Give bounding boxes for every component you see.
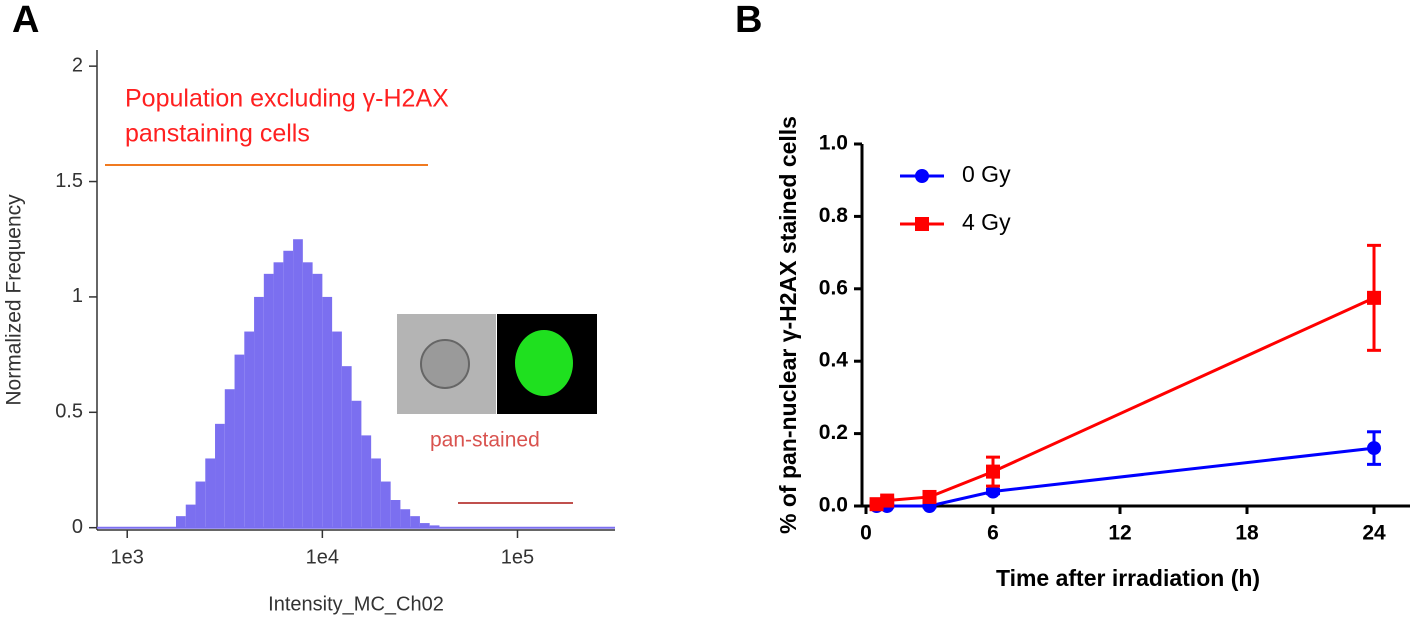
x-tick-label: 0 bbox=[860, 522, 872, 545]
bar bbox=[351, 400, 362, 528]
panel-label: B bbox=[735, 0, 762, 41]
chart: 0.0 0.2 0.4 0.6 0.8 1.0 0 6 12 18 24 Time after irr… bbox=[775, 116, 1410, 591]
marker bbox=[1367, 441, 1382, 456]
bar bbox=[400, 509, 411, 528]
bar bbox=[293, 239, 303, 528]
bar bbox=[341, 366, 352, 528]
x-tick-label: 1e3 bbox=[111, 546, 144, 568]
marker bbox=[986, 484, 1001, 499]
series-line bbox=[876, 296, 1375, 506]
annotation: panstaining cells bbox=[125, 120, 310, 148]
chart: 0 0.5 1 1.5 2 1e3 1e4 1e5 Intensity_MC_Ch02 Norma… bbox=[3, 50, 615, 615]
y-axis-label: Normalized Frequency bbox=[3, 194, 26, 406]
marker bbox=[1367, 290, 1382, 305]
bar bbox=[224, 389, 235, 528]
bar bbox=[175, 516, 186, 528]
y-tick-label: 0.4 bbox=[819, 349, 849, 372]
annotation: pan-stained bbox=[430, 429, 540, 452]
bar bbox=[234, 354, 245, 528]
y-tick-label: 0.0 bbox=[819, 494, 848, 517]
series-line bbox=[876, 446, 1375, 508]
bar bbox=[312, 273, 323, 528]
cell bbox=[515, 330, 573, 396]
bar bbox=[185, 504, 196, 528]
y-tick-label: 1 bbox=[72, 285, 83, 307]
y-tick-label: 0.2 bbox=[819, 421, 848, 444]
y-tick-label: 0 bbox=[72, 516, 83, 538]
x-tick-label: 24 bbox=[1362, 522, 1386, 545]
bar bbox=[322, 296, 333, 528]
x-tick-label: 1e5 bbox=[501, 546, 534, 568]
x-tick-label: 18 bbox=[1235, 522, 1259, 545]
y-tick-label: 0.5 bbox=[55, 401, 83, 423]
y-tick-label: 2 bbox=[72, 54, 83, 76]
bar bbox=[390, 500, 401, 528]
bar bbox=[215, 423, 225, 528]
marker bbox=[986, 464, 1001, 479]
x-axis-label: Time after irradiation (h) bbox=[996, 565, 1260, 591]
panel-label: A bbox=[12, 0, 39, 41]
bar bbox=[429, 525, 440, 528]
y-axis-label: % of pan-nuclear γ-H2AX stained cells bbox=[775, 116, 801, 534]
legend-marker bbox=[915, 217, 929, 231]
bar bbox=[195, 481, 206, 528]
bar bbox=[205, 458, 216, 528]
x-tick-label: 6 bbox=[987, 522, 999, 545]
annotation: Population excluding γ-H2AX bbox=[125, 85, 449, 113]
legend-entry: 4 Gy bbox=[900, 209, 1011, 235]
marker bbox=[880, 493, 895, 508]
bar bbox=[244, 331, 255, 528]
legend-label: 0 Gy bbox=[962, 161, 1011, 187]
x-tick-label: 12 bbox=[1108, 522, 1131, 545]
legend-label: 4 Gy bbox=[962, 209, 1011, 235]
bar bbox=[371, 458, 381, 528]
marker bbox=[922, 489, 937, 504]
x-axis-label: Intensity_MC_Ch02 bbox=[268, 593, 444, 615]
y-tick-label: 0.8 bbox=[819, 204, 849, 227]
bar bbox=[410, 516, 420, 528]
bar bbox=[419, 523, 430, 528]
bar bbox=[361, 435, 372, 528]
marker bbox=[869, 497, 884, 512]
bar bbox=[283, 250, 294, 528]
y-tick-label: 1.0 bbox=[819, 132, 848, 155]
bar bbox=[254, 296, 264, 528]
cell-images bbox=[397, 314, 597, 414]
y-tick-label: 0.6 bbox=[819, 276, 848, 299]
bar bbox=[263, 273, 274, 528]
bar bbox=[273, 262, 284, 528]
bar bbox=[332, 331, 342, 528]
bar bbox=[380, 481, 391, 528]
legend-entry: 0 Gy bbox=[900, 161, 1011, 187]
y-tick-label: 1.5 bbox=[55, 170, 83, 192]
bar bbox=[302, 262, 313, 528]
cell bbox=[420, 339, 470, 389]
x-tick-label: 1e4 bbox=[306, 546, 339, 568]
legend-marker bbox=[915, 169, 929, 183]
